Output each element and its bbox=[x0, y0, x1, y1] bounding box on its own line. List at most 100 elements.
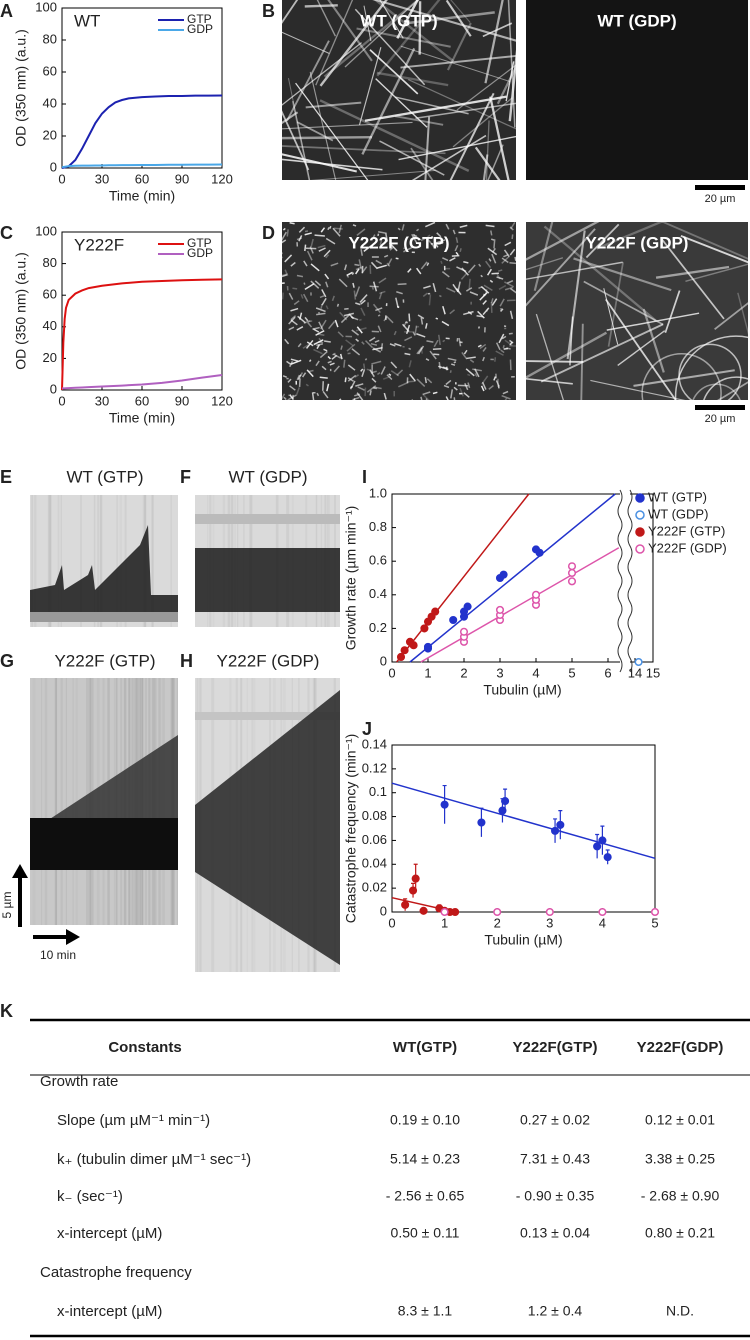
noise-streak bbox=[80, 495, 82, 627]
noise-streak bbox=[152, 495, 154, 627]
speckle bbox=[385, 315, 394, 324]
speckle bbox=[319, 350, 328, 359]
speckle bbox=[390, 370, 400, 377]
speckle bbox=[351, 348, 361, 356]
y-tick-label: 0.12 bbox=[362, 760, 387, 775]
noise-streak bbox=[34, 495, 37, 627]
filament bbox=[319, 0, 388, 87]
speckle bbox=[333, 353, 342, 359]
speckle bbox=[411, 399, 413, 400]
filament bbox=[394, 115, 444, 126]
speckle bbox=[360, 299, 366, 305]
noise-streak bbox=[31, 495, 34, 627]
speckle bbox=[402, 247, 407, 250]
speckle bbox=[466, 356, 476, 360]
filament bbox=[535, 313, 565, 400]
speckle bbox=[442, 339, 446, 343]
filament bbox=[400, 54, 516, 69]
y-tick-label: 20 bbox=[43, 350, 57, 365]
filament bbox=[379, 140, 445, 176]
speckle bbox=[495, 380, 500, 386]
speckle bbox=[307, 322, 313, 328]
speckle bbox=[287, 378, 292, 383]
speckle bbox=[355, 383, 364, 387]
data-point bbox=[449, 615, 458, 625]
data-point bbox=[408, 886, 418, 895]
speckle bbox=[438, 334, 441, 346]
filament bbox=[642, 308, 665, 373]
speckle bbox=[282, 227, 286, 231]
speckle bbox=[509, 261, 516, 265]
data-point bbox=[477, 818, 486, 827]
filament bbox=[533, 222, 554, 292]
speckle bbox=[435, 317, 439, 320]
table-header: WT(GTP) bbox=[393, 1039, 457, 1056]
speckle bbox=[483, 284, 493, 291]
speckle bbox=[443, 384, 450, 389]
y-axis-label: OD (350 nm) (a.u.) bbox=[13, 252, 29, 369]
speckle bbox=[409, 373, 416, 382]
speckle bbox=[302, 293, 309, 303]
x-tick-label: 30 bbox=[95, 393, 109, 408]
annotation: WT bbox=[74, 11, 100, 30]
speckle bbox=[297, 343, 302, 348]
speckle bbox=[325, 254, 330, 259]
data-point bbox=[650, 907, 660, 917]
speckle bbox=[334, 319, 339, 328]
filament bbox=[398, 135, 516, 161]
filament bbox=[617, 330, 666, 367]
speckle bbox=[463, 310, 474, 316]
x-tick-label: 120 bbox=[211, 171, 233, 186]
speckle bbox=[298, 226, 306, 233]
speckle bbox=[491, 272, 499, 275]
x-tick-label: 0 bbox=[58, 393, 65, 408]
x-tick-label: 90 bbox=[175, 171, 189, 186]
speckle bbox=[463, 392, 470, 398]
speckle bbox=[354, 263, 360, 267]
speckle bbox=[450, 389, 454, 399]
speckle bbox=[327, 360, 332, 364]
image-group bbox=[30, 678, 178, 925]
speckle bbox=[414, 325, 418, 336]
speckle bbox=[467, 382, 471, 389]
x-axis-label: Tubulin (µM) bbox=[484, 932, 562, 948]
speckle bbox=[408, 313, 411, 322]
filament bbox=[566, 230, 586, 360]
filament bbox=[282, 121, 413, 130]
speckle bbox=[316, 344, 321, 350]
table-row-label: x-intercept (µM) bbox=[57, 1225, 162, 1242]
speckle bbox=[332, 352, 336, 356]
kymograph-title: Y222F (GDP) bbox=[217, 651, 320, 670]
image-label: Y222F (GDP) bbox=[586, 233, 689, 252]
data-point bbox=[603, 853, 612, 862]
speckle bbox=[302, 344, 310, 349]
speckle bbox=[480, 274, 483, 278]
filament bbox=[304, 4, 338, 8]
speckle bbox=[440, 260, 443, 264]
speckle bbox=[355, 286, 361, 297]
speckle bbox=[477, 344, 482, 348]
data-point bbox=[400, 646, 409, 655]
speckle bbox=[355, 268, 360, 275]
speckle bbox=[408, 360, 412, 368]
image-label: WT (GDP) bbox=[597, 11, 676, 30]
noise-streak bbox=[55, 678, 58, 925]
growth-band bbox=[30, 735, 178, 840]
noise-streak bbox=[99, 495, 102, 627]
filament bbox=[376, 71, 449, 87]
speckle bbox=[315, 330, 325, 336]
speckle bbox=[284, 269, 289, 277]
speckle bbox=[422, 292, 428, 298]
speckle bbox=[503, 249, 510, 258]
speckle bbox=[343, 312, 354, 317]
speckle bbox=[315, 307, 326, 313]
speckle bbox=[449, 257, 456, 262]
x-tick-label: 30 bbox=[95, 171, 109, 186]
filament bbox=[404, 11, 495, 25]
noise-streak bbox=[72, 678, 74, 925]
speckle bbox=[320, 227, 326, 233]
y-tick-label: 40 bbox=[43, 95, 57, 110]
speckle bbox=[506, 279, 514, 284]
speckle bbox=[449, 309, 456, 315]
speckle bbox=[504, 281, 515, 288]
